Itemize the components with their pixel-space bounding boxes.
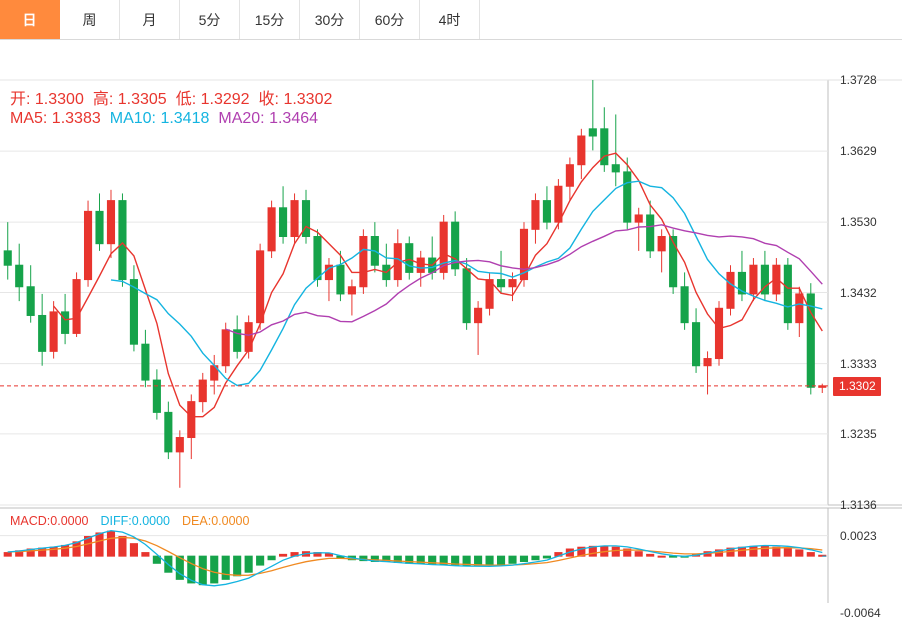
tab-3[interactable]: 5分 bbox=[180, 0, 240, 39]
price-axis-tick: 1.3432 bbox=[840, 285, 877, 300]
tab-4[interactable]: 15分 bbox=[240, 0, 300, 39]
macd-axis-tick: -0.0064 bbox=[840, 606, 881, 620]
price-axis-tick: 1.3235 bbox=[840, 426, 877, 441]
price-axis-tick: 1.3530 bbox=[840, 215, 877, 230]
macd-axis-tick: 0.0023 bbox=[840, 528, 877, 543]
tab-1[interactable]: 周 bbox=[60, 0, 120, 39]
tab-0[interactable]: 日 bbox=[0, 0, 60, 39]
last-price-tag: 1.3302 bbox=[833, 376, 881, 396]
tab-2[interactable]: 月 bbox=[120, 0, 180, 39]
chart-canvas bbox=[0, 79, 902, 603]
tab-5[interactable]: 30分 bbox=[300, 0, 360, 39]
price-axis-tick: 1.3333 bbox=[840, 356, 877, 371]
chart-area: 开: 1.3300 高: 1.3305 低: 1.3292 收: 1.3302 MA5… bbox=[0, 40, 902, 620]
tab-7[interactable]: 4时 bbox=[420, 0, 480, 39]
price-axis-tick: 1.3629 bbox=[840, 144, 877, 159]
tab-6[interactable]: 60分 bbox=[360, 0, 420, 39]
timeframe-tabbar: 日周月 5分 15分 30分 60分 4时 bbox=[0, 0, 902, 40]
price-axis-tick: 1.3728 bbox=[840, 73, 877, 87]
price-axis-tick: 1.3136 bbox=[840, 498, 877, 512]
